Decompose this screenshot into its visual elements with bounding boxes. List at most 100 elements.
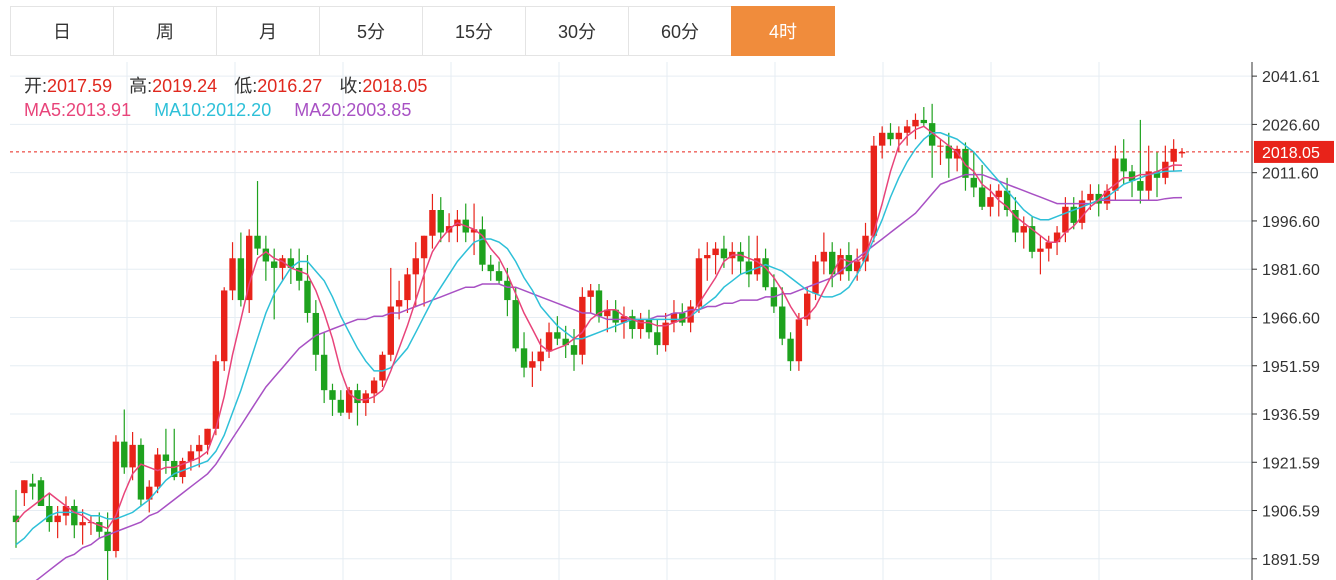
candle-body [679, 312, 686, 323]
candle-body [1003, 190, 1011, 210]
ma5-label: MA5: [24, 100, 67, 120]
candle-body [745, 261, 753, 275]
candle-body [137, 444, 145, 500]
candle-body [779, 306, 786, 339]
candle-body [362, 393, 369, 404]
candle-body [387, 306, 394, 355]
candle-body [804, 293, 811, 320]
candle-body [520, 348, 528, 368]
candle-body [270, 261, 278, 268]
ohlc-readout: 开:2017.59 高:2019.24 低:2016.27 收:2018.05 [24, 72, 439, 98]
y-tick-label: 1921.59 [1262, 455, 1320, 472]
candle-body [829, 251, 836, 275]
candle-body [437, 210, 444, 233]
ma10-label: MA10: [154, 100, 207, 120]
close-label: 收: [339, 76, 363, 96]
candle-body [512, 300, 519, 349]
tab-30min[interactable]: 30分 [525, 6, 629, 56]
candle-body [1045, 242, 1052, 249]
y-tick-label: 1996.60 [1262, 214, 1320, 231]
candle-body [604, 309, 611, 317]
candle-body [1120, 158, 1127, 172]
candle-body [554, 332, 561, 339]
candle-body [370, 380, 378, 394]
candle-body [670, 312, 678, 323]
ma20-line [35, 173, 1183, 580]
ma20-label: MA20: [294, 100, 347, 120]
candle-body [754, 258, 761, 275]
candle-body [612, 309, 619, 323]
candle-body [1020, 226, 1027, 233]
candle-body [1137, 181, 1144, 191]
high-label: 高: [129, 76, 153, 96]
candle-body [429, 210, 436, 236]
candle-body [787, 338, 794, 362]
y-tick-label: 1966.60 [1262, 310, 1320, 327]
open-label: 开: [24, 76, 48, 96]
candle-body [953, 148, 961, 159]
candle-body [537, 351, 544, 362]
open-value: 2017.59 [47, 76, 113, 96]
y-tick-label: 2011.60 [1262, 166, 1319, 183]
current-price-tag [1254, 140, 1334, 163]
candle-body [12, 515, 20, 523]
candle-body [895, 132, 903, 140]
candle-body [1153, 171, 1161, 178]
current-price-label: 2018.05 [1262, 145, 1320, 162]
candle-body [1053, 232, 1061, 243]
tab-month[interactable]: 月 [216, 6, 320, 56]
y-tick-label: 1906.59 [1262, 504, 1320, 521]
candle-body [221, 290, 228, 362]
candle-body [629, 316, 636, 330]
candle-body [853, 261, 861, 272]
tab-60min[interactable]: 60分 [628, 6, 732, 56]
candle-body [812, 261, 819, 294]
tab-15min[interactable]: 15分 [422, 6, 526, 56]
candle-body [204, 428, 211, 445]
y-tick-label: 1891.59 [1262, 552, 1320, 569]
candle-body [545, 332, 553, 352]
candle-body [71, 506, 78, 526]
ma20-value: 2003.85 [346, 100, 412, 120]
candle-body [654, 332, 661, 346]
candle-body [978, 187, 986, 207]
candle-body [345, 390, 353, 413]
candle-body [504, 280, 511, 301]
candle-body [29, 483, 36, 487]
candle-body [329, 390, 336, 400]
ma-readout: MA5:2013.91 MA10:2012.20 MA20:2003.85 [24, 100, 411, 121]
candle-body [795, 319, 803, 362]
candle-body [254, 235, 261, 249]
candle-body [196, 444, 203, 452]
candle-body [1070, 206, 1077, 223]
candle-body [970, 177, 977, 188]
candle-body [146, 486, 153, 500]
candle-body [837, 255, 844, 275]
candle-body [870, 145, 878, 236]
candle-body [54, 515, 61, 523]
close-value: 2018.05 [362, 76, 428, 96]
candle-body [579, 296, 586, 355]
candle-body [637, 319, 644, 330]
candle-body [237, 258, 245, 301]
candle-body [295, 267, 303, 281]
candle-body [121, 441, 128, 468]
candle-body [1162, 161, 1169, 178]
tab-4hour[interactable]: 4时 [731, 6, 835, 56]
y-tick-label: 1981.60 [1262, 262, 1320, 279]
candle-body [1037, 248, 1044, 252]
tab-week[interactable]: 周 [113, 6, 217, 56]
tab-5min[interactable]: 5分 [319, 6, 423, 56]
candle-body [562, 338, 569, 346]
candle-body [1095, 193, 1102, 204]
ma10-value: 2012.20 [206, 100, 272, 120]
high-value: 2019.24 [152, 76, 218, 96]
candle-body [662, 322, 669, 346]
period-tabs: 日 周 月 5分 15分 30分 60分 4时 [10, 6, 835, 58]
candle-body [1087, 193, 1094, 201]
tab-day[interactable]: 日 [10, 6, 114, 56]
candle-body [412, 258, 419, 275]
candle-body [928, 123, 936, 146]
candle-body [570, 345, 578, 355]
